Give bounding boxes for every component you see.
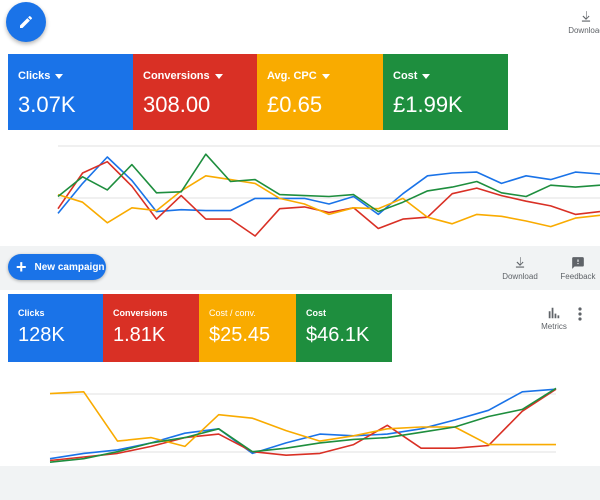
- metric-card-value: $46.1K: [306, 324, 370, 346]
- metric-card-avg-cpc[interactable]: Avg. CPC £0.65: [257, 54, 383, 130]
- edit-fab-button[interactable]: [6, 2, 46, 42]
- metric-card-value: 308.00: [143, 92, 211, 117]
- metric-card-conversions[interactable]: Conversions 308.00: [133, 54, 257, 130]
- series-line-2: [57, 174, 600, 228]
- metric-card-label: Clicks: [18, 70, 51, 82]
- new-campaign-label: New campaign: [34, 261, 105, 273]
- download-label: Download: [502, 272, 538, 281]
- feedback-label: Feedback: [560, 272, 596, 281]
- metric-card-value: £1.99K: [393, 92, 463, 117]
- metric-card-value: $25.45: [209, 324, 271, 346]
- series-line-0: [49, 388, 557, 460]
- performance-chart-top: [57, 145, 600, 237]
- metric-card-value: £0.65: [267, 92, 323, 117]
- metrics-button[interactable]: Metrics: [534, 306, 574, 331]
- more-vert-icon[interactable]: [576, 306, 584, 322]
- metric-card-label: Cost: [393, 70, 418, 82]
- download-label: Download: [568, 26, 600, 35]
- metric-card-label: Avg. CPC: [267, 70, 317, 82]
- series-line-3: [57, 153, 600, 213]
- series-line-1: [49, 388, 557, 462]
- plus-icon: +: [16, 257, 27, 277]
- metric-card-label: Conversions: [143, 70, 210, 82]
- caret-down-icon: [214, 73, 223, 79]
- metric-card-value: 1.81K: [113, 324, 166, 346]
- metric-card-value: 128K: [18, 324, 65, 346]
- caret-down-icon: [55, 73, 64, 79]
- metric-card-clicks[interactable]: Clicks 3.07K: [8, 54, 133, 130]
- series-line-0: [57, 156, 600, 216]
- download-button-top[interactable]: Download: [566, 10, 600, 35]
- feedback-button[interactable]: Feedback: [556, 256, 600, 281]
- download-button-bottom[interactable]: Download: [498, 256, 542, 281]
- download-icon: [515, 257, 525, 268]
- metrics-label: Metrics: [541, 322, 567, 331]
- metric-card-cost[interactable]: Cost £1.99K: [383, 54, 508, 130]
- metric-card-label: Cost / conv.: [209, 308, 256, 318]
- metric-card-label: Conversions: [113, 308, 168, 318]
- feedback-icon: [572, 257, 584, 269]
- metric-card-conversions[interactable]: Conversions 1.81K: [103, 294, 199, 362]
- metric-card-value: 3.07K: [18, 92, 76, 117]
- metric-card-cost-per-conv[interactable]: Cost / conv. $25.45: [199, 294, 296, 362]
- pencil-icon: [20, 15, 33, 28]
- download-icon: [581, 11, 591, 22]
- metric-card-label: Cost: [306, 308, 326, 318]
- metric-card-cost[interactable]: Cost $46.1K: [296, 294, 392, 362]
- performance-chart-bottom: [49, 387, 557, 463]
- series-line-1: [57, 160, 600, 237]
- metrics-icon: [548, 307, 560, 319]
- series-line-2: [49, 390, 556, 448]
- caret-down-icon: [321, 73, 330, 79]
- series-line-3: [49, 387, 557, 463]
- metric-card-clicks[interactable]: Clicks 128K: [8, 294, 103, 362]
- metric-card-label: Clicks: [18, 308, 45, 318]
- caret-down-icon: [422, 73, 431, 79]
- new-campaign-button[interactable]: + New campaign: [8, 254, 106, 280]
